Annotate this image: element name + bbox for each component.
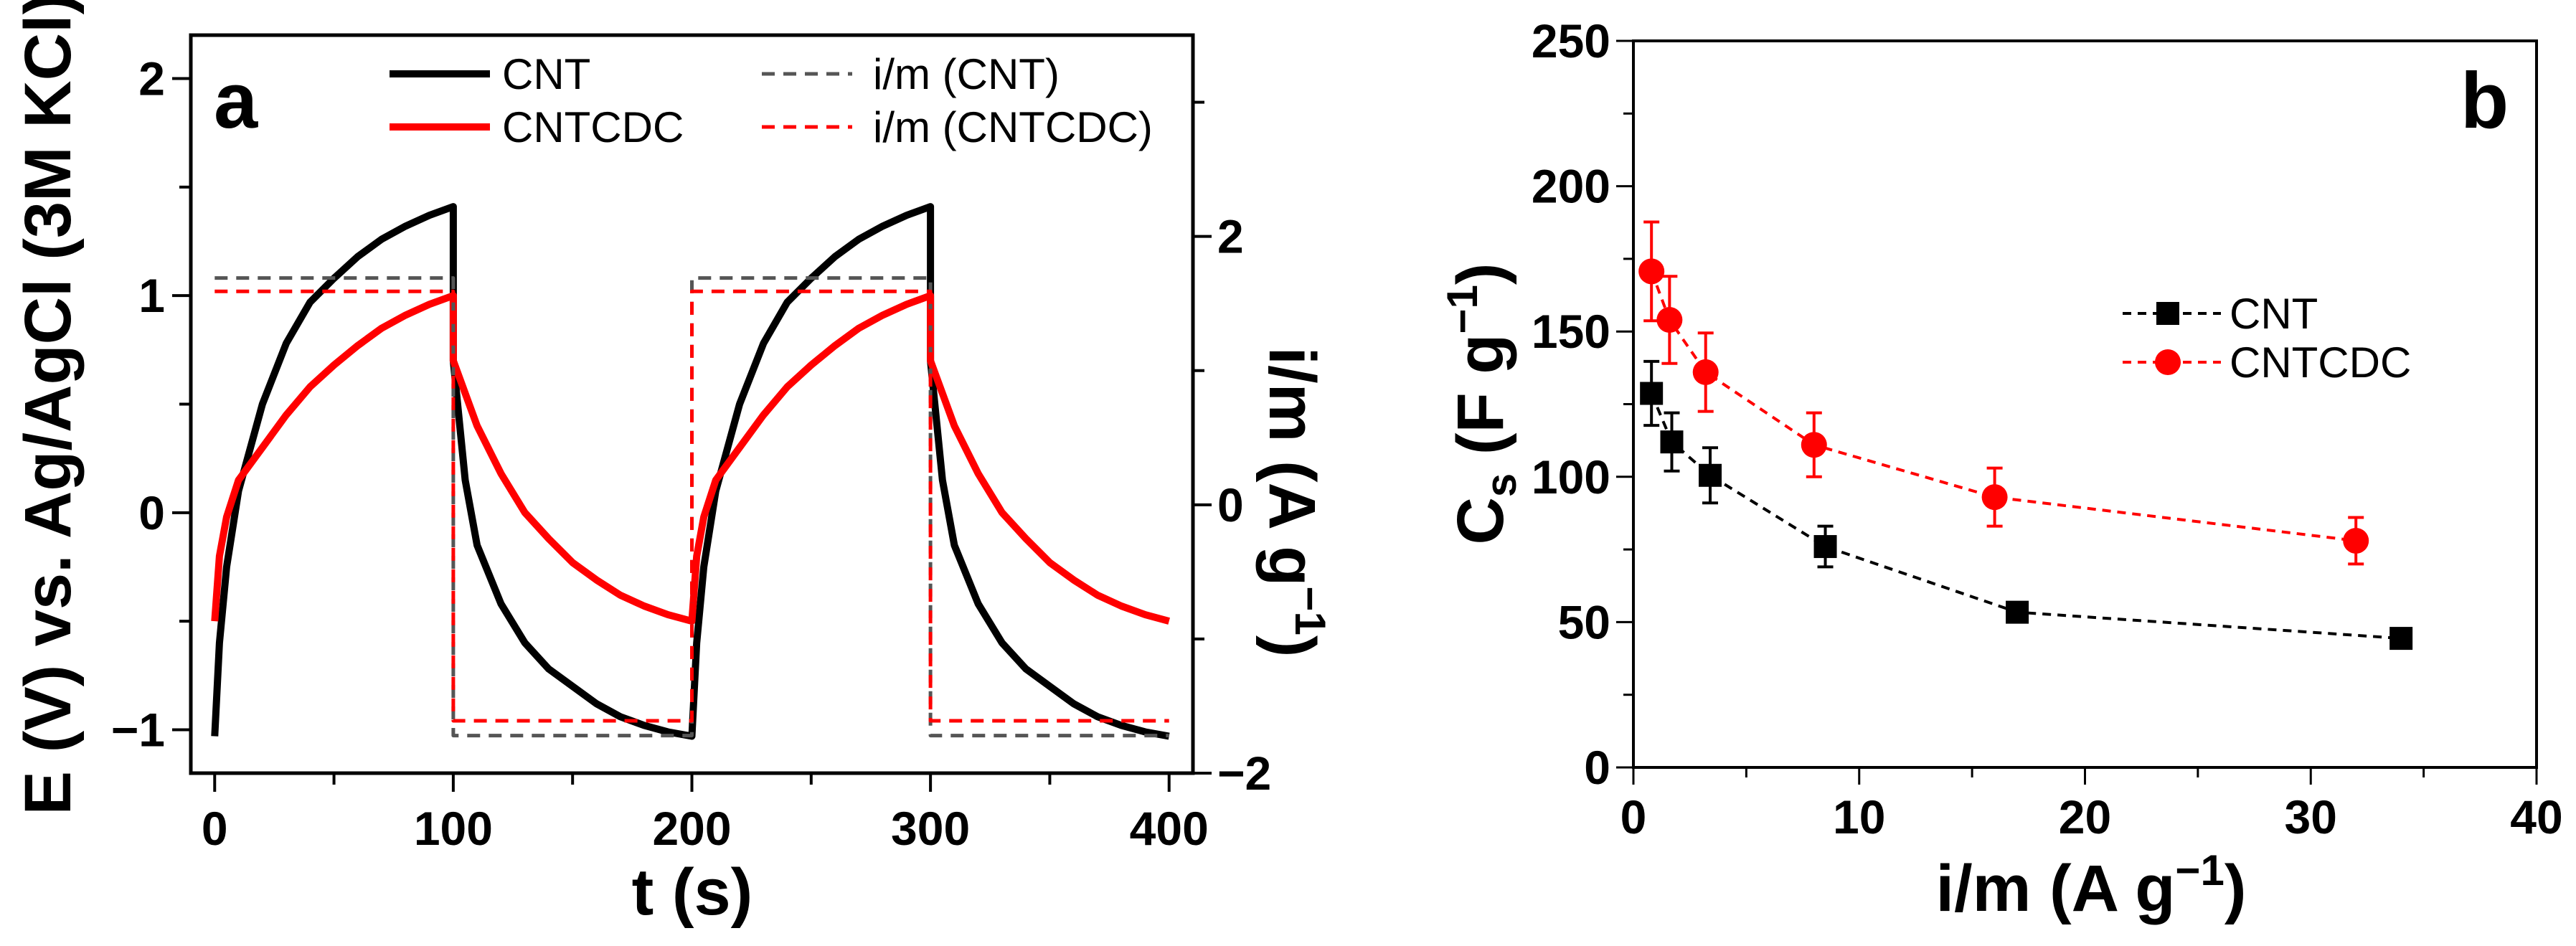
- y-tick-label: 0: [1584, 741, 1610, 794]
- legend-marker: [2155, 349, 2181, 375]
- y-tick-label: −1: [111, 703, 165, 756]
- y-right-tick-label: 0: [1217, 478, 1244, 531]
- data-point-cntcdc: [1656, 306, 1683, 333]
- legend-label: CNT: [502, 50, 590, 98]
- data-point-cnt: [2006, 600, 2029, 624]
- y-tick-label: 200: [1532, 160, 1610, 213]
- data-point-cntcdc: [1692, 359, 1719, 385]
- x-tick-label: 200: [652, 802, 731, 855]
- legend-label: CNTCDC: [502, 103, 684, 151]
- legend-marker: [2156, 302, 2179, 325]
- data-point-cnt: [1660, 430, 1684, 454]
- legend-label: i/m (CNT): [873, 50, 1060, 98]
- legend-label: CNT: [2230, 290, 2318, 338]
- x-tick-label: 30: [2285, 790, 2337, 843]
- legend-label: CNTCDC: [2230, 339, 2411, 387]
- y-axis-label-a: E (V) vs. Ag/AgCl (3M KCl): [11, 0, 85, 815]
- legend-label: i/m (CNTCDC): [873, 103, 1153, 151]
- panel-label-b: b: [2461, 57, 2509, 145]
- x-tick-label: 100: [414, 802, 493, 855]
- x-tick-label: 0: [1620, 790, 1647, 843]
- series-line-cntcdc: [211, 292, 1171, 625]
- x-axis-label-a: t (s): [632, 856, 753, 929]
- data-point-cnt: [1699, 463, 1722, 487]
- x-tick-label: 20: [2059, 790, 2111, 843]
- y-right-tick-label: 2: [1217, 210, 1244, 263]
- y-right-tick-label: −2: [1217, 747, 1271, 800]
- y-tick-label: 250: [1532, 14, 1610, 67]
- data-point-cnt: [1813, 535, 1837, 559]
- y-tick-label: 2: [138, 52, 165, 105]
- data-point-cntcdc: [1801, 432, 1827, 458]
- data-point-cntcdc: [2343, 527, 2369, 554]
- x-axis-label-b: i/m (A g−1): [1936, 846, 2247, 925]
- y-tick-label: 0: [138, 486, 165, 539]
- y-axis-label-b: Cs (F g−1): [1438, 262, 1525, 544]
- panel-a: 0 100 200 300 400 −1 0 1 2 −2 0 2 CNT CNTCDC i/m (CNT)…: [111, 33, 1271, 855]
- x-tick-label: 400: [1130, 802, 1209, 855]
- data-point-cntcdc: [1638, 258, 1665, 285]
- data-point-cnt: [2389, 627, 2413, 651]
- x-tick-label: 10: [1833, 790, 1885, 843]
- plot-frame: [1632, 39, 2538, 769]
- x-tick-label: 0: [202, 802, 228, 855]
- x-tick-label: 40: [2510, 790, 2562, 843]
- y-tick-label: 150: [1532, 305, 1610, 358]
- series-line-i-m-cntcdc-: [214, 289, 1169, 723]
- y-tick-label: 100: [1532, 450, 1610, 503]
- data-point-cnt: [1640, 382, 1664, 405]
- y-tick-label: 50: [1558, 595, 1610, 648]
- series-line-cnt: [1650, 392, 2402, 640]
- y-tick-label: 1: [138, 269, 165, 322]
- data-point-cntcdc: [1981, 484, 2008, 511]
- panel-label-a: a: [214, 57, 258, 145]
- y-axis-right-label-a: i/m (A g−1): [1255, 347, 1334, 658]
- x-tick-label: 300: [891, 802, 970, 855]
